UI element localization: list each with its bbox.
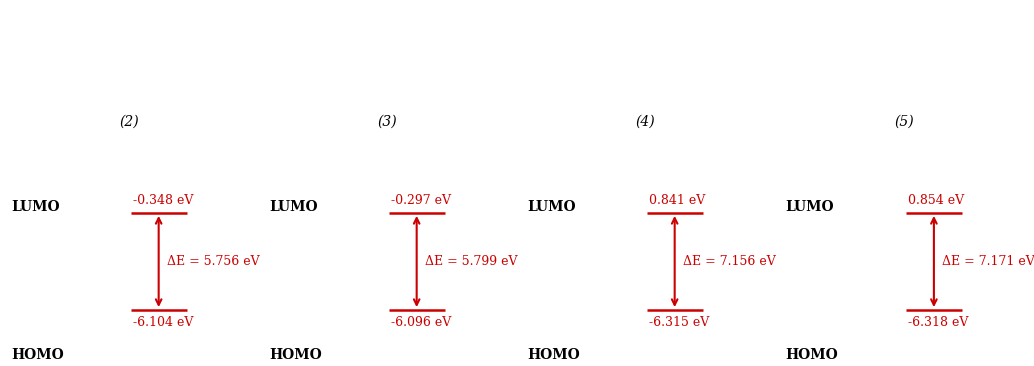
Text: 0.854 eV: 0.854 eV <box>908 194 964 207</box>
Text: -6.318 eV: -6.318 eV <box>908 316 968 329</box>
Text: HOMO: HOMO <box>527 348 580 362</box>
Text: ΔE = 7.171 eV: ΔE = 7.171 eV <box>942 255 1034 268</box>
Text: (3): (3) <box>377 115 397 129</box>
Text: LUMO: LUMO <box>527 200 576 214</box>
Text: HOMO: HOMO <box>785 348 838 362</box>
Text: LUMO: LUMO <box>269 200 317 214</box>
Text: ΔE = 7.156 eV: ΔE = 7.156 eV <box>682 255 776 268</box>
Text: (5): (5) <box>894 115 914 129</box>
Text: ΔE = 5.756 eV: ΔE = 5.756 eV <box>166 255 260 268</box>
Text: LUMO: LUMO <box>10 200 60 214</box>
Text: (2): (2) <box>119 115 139 129</box>
Text: -6.315 eV: -6.315 eV <box>648 316 709 329</box>
Text: (4): (4) <box>635 115 655 129</box>
Text: LUMO: LUMO <box>785 200 833 214</box>
Text: -6.096 eV: -6.096 eV <box>391 316 451 329</box>
Text: ΔE = 5.799 eV: ΔE = 5.799 eV <box>425 255 517 268</box>
Text: HOMO: HOMO <box>269 348 322 362</box>
Text: -0.297 eV: -0.297 eV <box>391 194 451 207</box>
Text: -6.104 eV: -6.104 eV <box>132 316 193 329</box>
Text: 0.841 eV: 0.841 eV <box>648 194 705 207</box>
Text: -0.348 eV: -0.348 eV <box>132 194 193 207</box>
Text: HOMO: HOMO <box>10 348 63 362</box>
